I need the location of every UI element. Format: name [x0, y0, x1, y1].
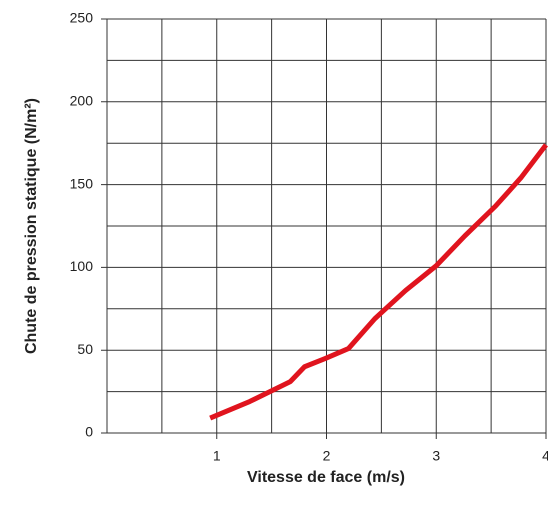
x-tick-label: 1 [213, 448, 221, 464]
y-tick-label: 100 [70, 258, 94, 274]
y-tick-label: 50 [77, 341, 93, 357]
x-axis-title: Vitesse de face (m/s) [247, 469, 405, 486]
x-tick-label: 3 [432, 448, 440, 464]
x-tick-label: 2 [323, 448, 331, 464]
x-tick-label: 4 [542, 448, 548, 464]
y-tick-label: 250 [70, 10, 94, 26]
y-axis-title: Chute de pression statique (N/m²) [23, 98, 40, 354]
data-line [209, 143, 548, 421]
y-tick-label: 200 [70, 93, 94, 109]
y-tick-label: 0 [85, 424, 93, 440]
y-tick-label: 150 [70, 175, 94, 191]
